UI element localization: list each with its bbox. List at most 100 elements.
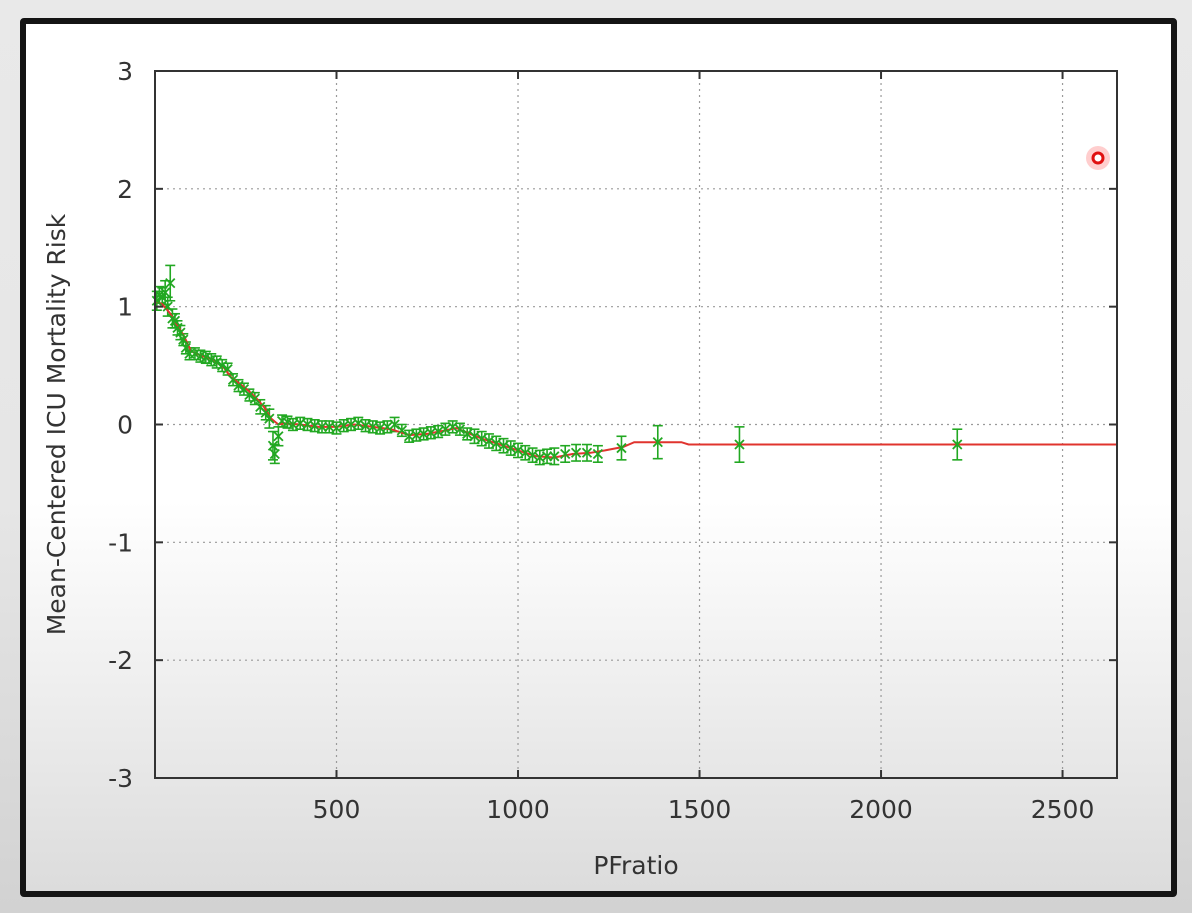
data-point-mark [255, 401, 266, 412]
data-point-mark [483, 435, 495, 447]
chart: 3 2 1 0 -1 -2 -3 500 1000 1500 2000 2500 Mean-Cent… [42, 57, 1118, 880]
data-point [476, 433, 487, 444]
data-point-mark [267, 440, 279, 451]
data-point [389, 419, 400, 430]
data-point-mark [157, 292, 168, 303]
data-point [180, 342, 191, 354]
data-point-mark [616, 442, 627, 454]
data-point-mark [469, 431, 480, 442]
data-point-mark [160, 287, 171, 298]
data-point [520, 447, 531, 458]
data-markers [151, 277, 963, 463]
mouse-cursor-indicator [1086, 146, 1110, 170]
x-tick-label: 1000 [486, 795, 550, 824]
data-point [233, 380, 244, 391]
data-point [382, 421, 393, 432]
chart-frame: 3 2 1 0 -1 -2 -3 500 1000 1500 2000 2500 Mean-Cent… [20, 18, 1177, 897]
data-point [273, 431, 284, 442]
data-point-mark [206, 354, 217, 365]
data-point [616, 442, 627, 454]
data-point [560, 448, 571, 460]
data-point-mark [269, 448, 280, 460]
data-point-mark [217, 360, 228, 371]
fit-line [154, 299, 1117, 459]
y-tick-label: 1 [117, 293, 133, 322]
data-point-mark [287, 419, 299, 430]
data-point [282, 417, 293, 428]
data-point [652, 437, 663, 448]
data-point [447, 421, 458, 432]
data-point [267, 440, 279, 451]
data-point-mark [652, 437, 663, 448]
data-point-mark [353, 418, 364, 429]
data-point-mark [592, 448, 604, 460]
data-point [549, 451, 560, 462]
data-point-mark [374, 422, 386, 434]
data-point-mark [260, 407, 271, 418]
data-point-mark [520, 447, 531, 458]
data-point-mark [534, 452, 545, 463]
data-point-mark [238, 384, 250, 395]
data-point-mark [403, 431, 415, 442]
y-axis-title: Mean-Centered ICU Mortality Risk [42, 213, 71, 635]
x-axis-title: PFratio [593, 851, 678, 880]
data-point [211, 356, 222, 368]
data-point-mark [211, 356, 222, 368]
data-point-mark [570, 447, 582, 458]
y-tick-label: -3 [108, 764, 133, 793]
data-point-mark [462, 428, 473, 440]
data-point [260, 407, 271, 418]
data-point [527, 450, 538, 461]
data-point [178, 334, 189, 345]
data-point-mark [952, 439, 963, 450]
grid-y [155, 188, 1117, 661]
data-point [222, 363, 233, 375]
y-tick-label: -2 [108, 646, 133, 675]
data-point-mark [440, 424, 451, 435]
x-tick-label: 2000 [849, 795, 913, 824]
data-point-mark [338, 420, 349, 431]
data-point [483, 435, 495, 447]
data-point-mark [476, 433, 487, 444]
data-point [249, 393, 260, 404]
data-point-mark [222, 363, 233, 375]
data-point-mark [734, 439, 745, 450]
data-point [175, 327, 186, 338]
data-point-mark [549, 451, 560, 462]
data-point [491, 438, 502, 449]
data-point-mark [276, 415, 288, 427]
data-point-mark [244, 389, 255, 401]
data-point [433, 426, 444, 437]
data-point-mark [165, 277, 176, 289]
data-point [189, 348, 201, 359]
data-point [217, 360, 228, 371]
data-point-mark [382, 421, 393, 432]
data-point [498, 440, 509, 451]
data-point [396, 425, 407, 436]
data-point-mark [273, 431, 284, 442]
data-point [454, 424, 466, 435]
data-point [151, 295, 162, 306]
y-tick-label: 2 [117, 175, 133, 204]
fit-line-group [154, 299, 1117, 459]
y-axis-ticks: 3 2 1 0 -1 -2 -3 [108, 57, 1117, 793]
data-point [592, 448, 604, 460]
data-point-mark [195, 351, 206, 362]
data-point-mark [425, 427, 437, 438]
data-point [157, 292, 168, 303]
data-point [160, 287, 171, 298]
data-point [264, 413, 275, 424]
data-point-mark [264, 413, 275, 424]
data-point-mark [505, 442, 516, 454]
data-point [165, 277, 176, 289]
x-axis-ticks: 500 1000 1500 2000 2500 [313, 71, 1095, 824]
data-point-mark [331, 422, 342, 434]
data-point-mark [227, 374, 239, 385]
data-point [169, 315, 181, 326]
data-point-mark [249, 393, 260, 404]
x-tick-label: 1500 [668, 795, 732, 824]
y-tick-label: -1 [108, 528, 133, 557]
data-point [734, 439, 745, 450]
x-tick-label: 2500 [1031, 795, 1095, 824]
y-tick-label: 0 [117, 411, 133, 440]
